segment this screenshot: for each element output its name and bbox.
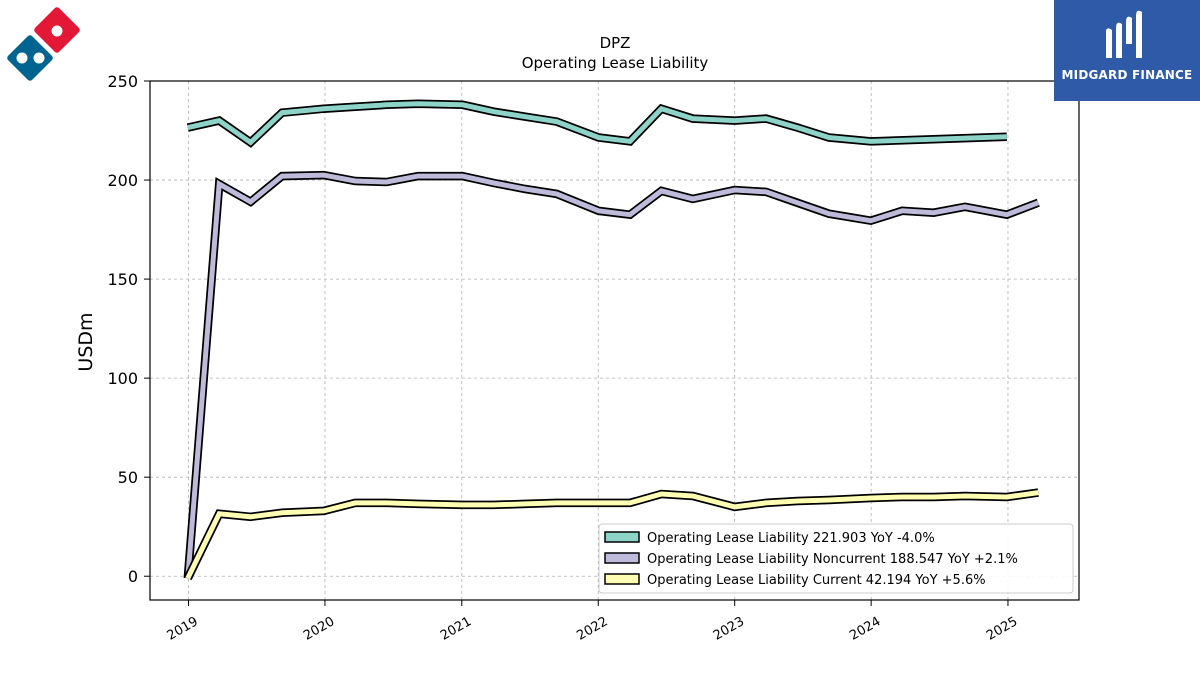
series-lines: [183, 99, 1040, 581]
series-line: [185, 490, 1039, 580]
legend-swatch: [604, 573, 640, 585]
logo-dot: [33, 52, 45, 64]
x-tick-label: 2020: [301, 614, 337, 644]
y-tick-label: 200: [107, 171, 138, 190]
legend-entry-label: Operating Lease Liability 221.903 YoY -4…: [647, 531, 935, 546]
grid-lines: [150, 80, 1079, 600]
legend-entry-label: Operating Lease Liability Current 42.194…: [647, 573, 986, 588]
logo-blue-tile: [7, 35, 53, 81]
y-tick-label: 250: [107, 72, 138, 91]
x-tick-label: 2021: [438, 614, 474, 644]
y-axis-label: USDm: [75, 312, 97, 371]
legend-box: [598, 523, 1074, 594]
series-line: [187, 101, 1007, 146]
y-tick-label: 100: [107, 369, 138, 388]
chart-title: Operating Lease Liability: [522, 54, 709, 72]
y-tick-label: 0: [128, 567, 138, 586]
logo-dot: [16, 52, 28, 64]
brand-name: MIDGARD FINANCE: [1061, 68, 1193, 82]
plot-frame: [149, 80, 1080, 601]
chart-subtitle: DPZ: [600, 34, 631, 52]
legend-swatch: [604, 531, 640, 543]
series-line: [185, 172, 1040, 579]
series-line-outline: [183, 170, 1040, 579]
x-tick-label: 2022: [574, 614, 610, 644]
legend: Operating Lease Liability 221.903 YoY -4…: [598, 523, 1074, 594]
legend-entry-label: Operating Lease Liability Noncurrent 188…: [647, 552, 1018, 567]
x-tick-label: 2025: [984, 614, 1020, 644]
midgard-logo-icon: [1106, 10, 1142, 59]
x-tick-label: 2019: [165, 614, 201, 644]
legend-swatch: [604, 552, 640, 564]
y-tick-label: 150: [107, 270, 138, 289]
midgard-finance-badge: MIDGARD FINANCE: [1054, 0, 1200, 101]
y-tick-label: 50: [118, 468, 138, 487]
logo-dot: [51, 25, 63, 37]
domino-tile-logo: [7, 7, 80, 81]
x-tick-label: 2024: [847, 614, 883, 644]
x-tick-label: 2023: [711, 614, 747, 644]
